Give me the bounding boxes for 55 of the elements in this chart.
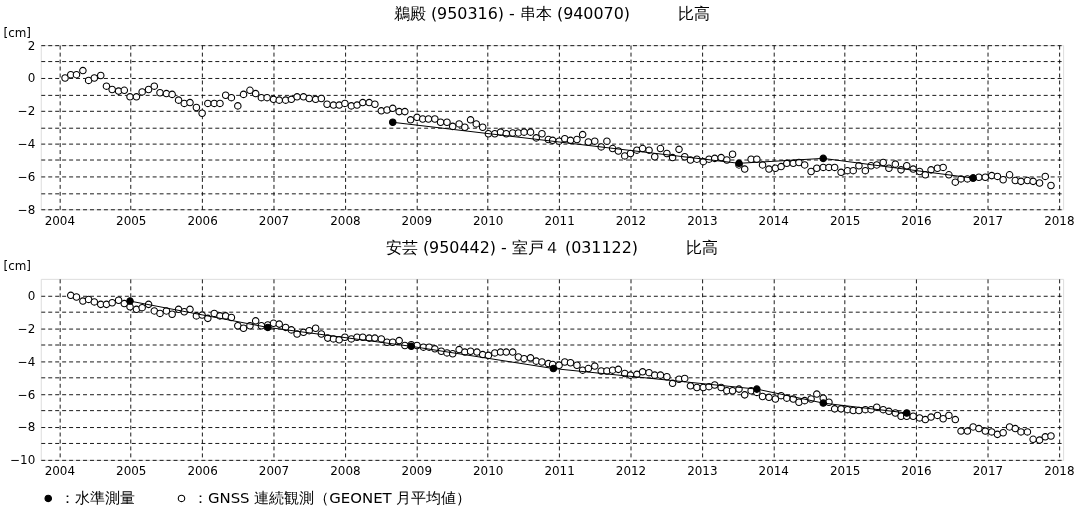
y-tick-label: −4 [17, 354, 36, 369]
x-tick-label: 2006 [187, 213, 218, 228]
x-tick-label: 2017 [972, 464, 1004, 479]
point [902, 409, 911, 417]
y-tick-label: −6 [17, 169, 36, 184]
y-tick-label: 2 [27, 38, 36, 53]
x-tick-label: 2010 [473, 213, 504, 228]
x-tick-label: 2014 [758, 213, 789, 228]
y-tick-label: −10 [10, 453, 36, 468]
x-tick-label: 2011 [544, 213, 575, 228]
x-tick-label: 2009 [401, 213, 432, 228]
x-tick-label: 2016 [901, 464, 932, 479]
legend-label: ：GNSS 連続観測（GEONET 月平均値） [192, 489, 472, 508]
point [388, 118, 397, 127]
chart-title: 安芸 (950442) - 室戸４ (031122) 比高 [385, 238, 719, 258]
point [819, 399, 827, 407]
point [753, 385, 761, 393]
y-tick-label: 0 [27, 288, 36, 303]
x-tick-label: 2010 [473, 464, 504, 479]
y-tick-label: −2 [17, 321, 36, 336]
x-tick-label: 2004 [44, 464, 76, 479]
y-axis-title: [cm] [3, 25, 31, 40]
point [819, 154, 827, 163]
point [549, 364, 558, 373]
chart-title: 鵜殿 (950316) - 串本 (940070) 比高 [393, 4, 711, 24]
y-tick-label: −6 [17, 387, 36, 402]
x-tick-label: 2012 [615, 464, 647, 479]
y-tick-label: −8 [17, 202, 36, 217]
point [126, 297, 134, 305]
x-tick-label: 2006 [187, 464, 218, 479]
x-tick-label: 2016 [901, 213, 932, 228]
x-tick-label: 2008 [330, 213, 361, 228]
y-tick-label: −2 [17, 104, 36, 119]
x-tick-label: 2017 [972, 213, 1004, 228]
x-tick-label: 2005 [116, 213, 147, 228]
x-tick-label: 2008 [330, 464, 361, 479]
x-tick-label: 2014 [758, 464, 789, 479]
legend-label: ：水準測量 [59, 489, 135, 508]
x-tick-label: 2004 [44, 213, 76, 228]
x-tick-label: 2018 [1044, 464, 1075, 479]
x-tick-label: 2015 [829, 464, 861, 479]
x-tick-label: 2009 [401, 464, 432, 479]
y-tick-label: 0 [27, 71, 36, 86]
x-tick-label: 2011 [544, 464, 575, 479]
x-tick-label: 2015 [829, 213, 861, 228]
x-tick-label: 2007 [258, 213, 290, 228]
x-tick-label: 2005 [116, 464, 147, 479]
x-tick-label: 2013 [687, 213, 718, 228]
y-axis-title: [cm] [3, 259, 31, 274]
x-tick-label: 2018 [1044, 213, 1075, 228]
x-tick-label: 2007 [258, 464, 290, 479]
y-tick-label: −4 [17, 137, 36, 152]
x-tick-label: 2013 [687, 464, 718, 479]
y-tick-label: −8 [17, 420, 36, 435]
x-tick-label: 2012 [615, 213, 647, 228]
